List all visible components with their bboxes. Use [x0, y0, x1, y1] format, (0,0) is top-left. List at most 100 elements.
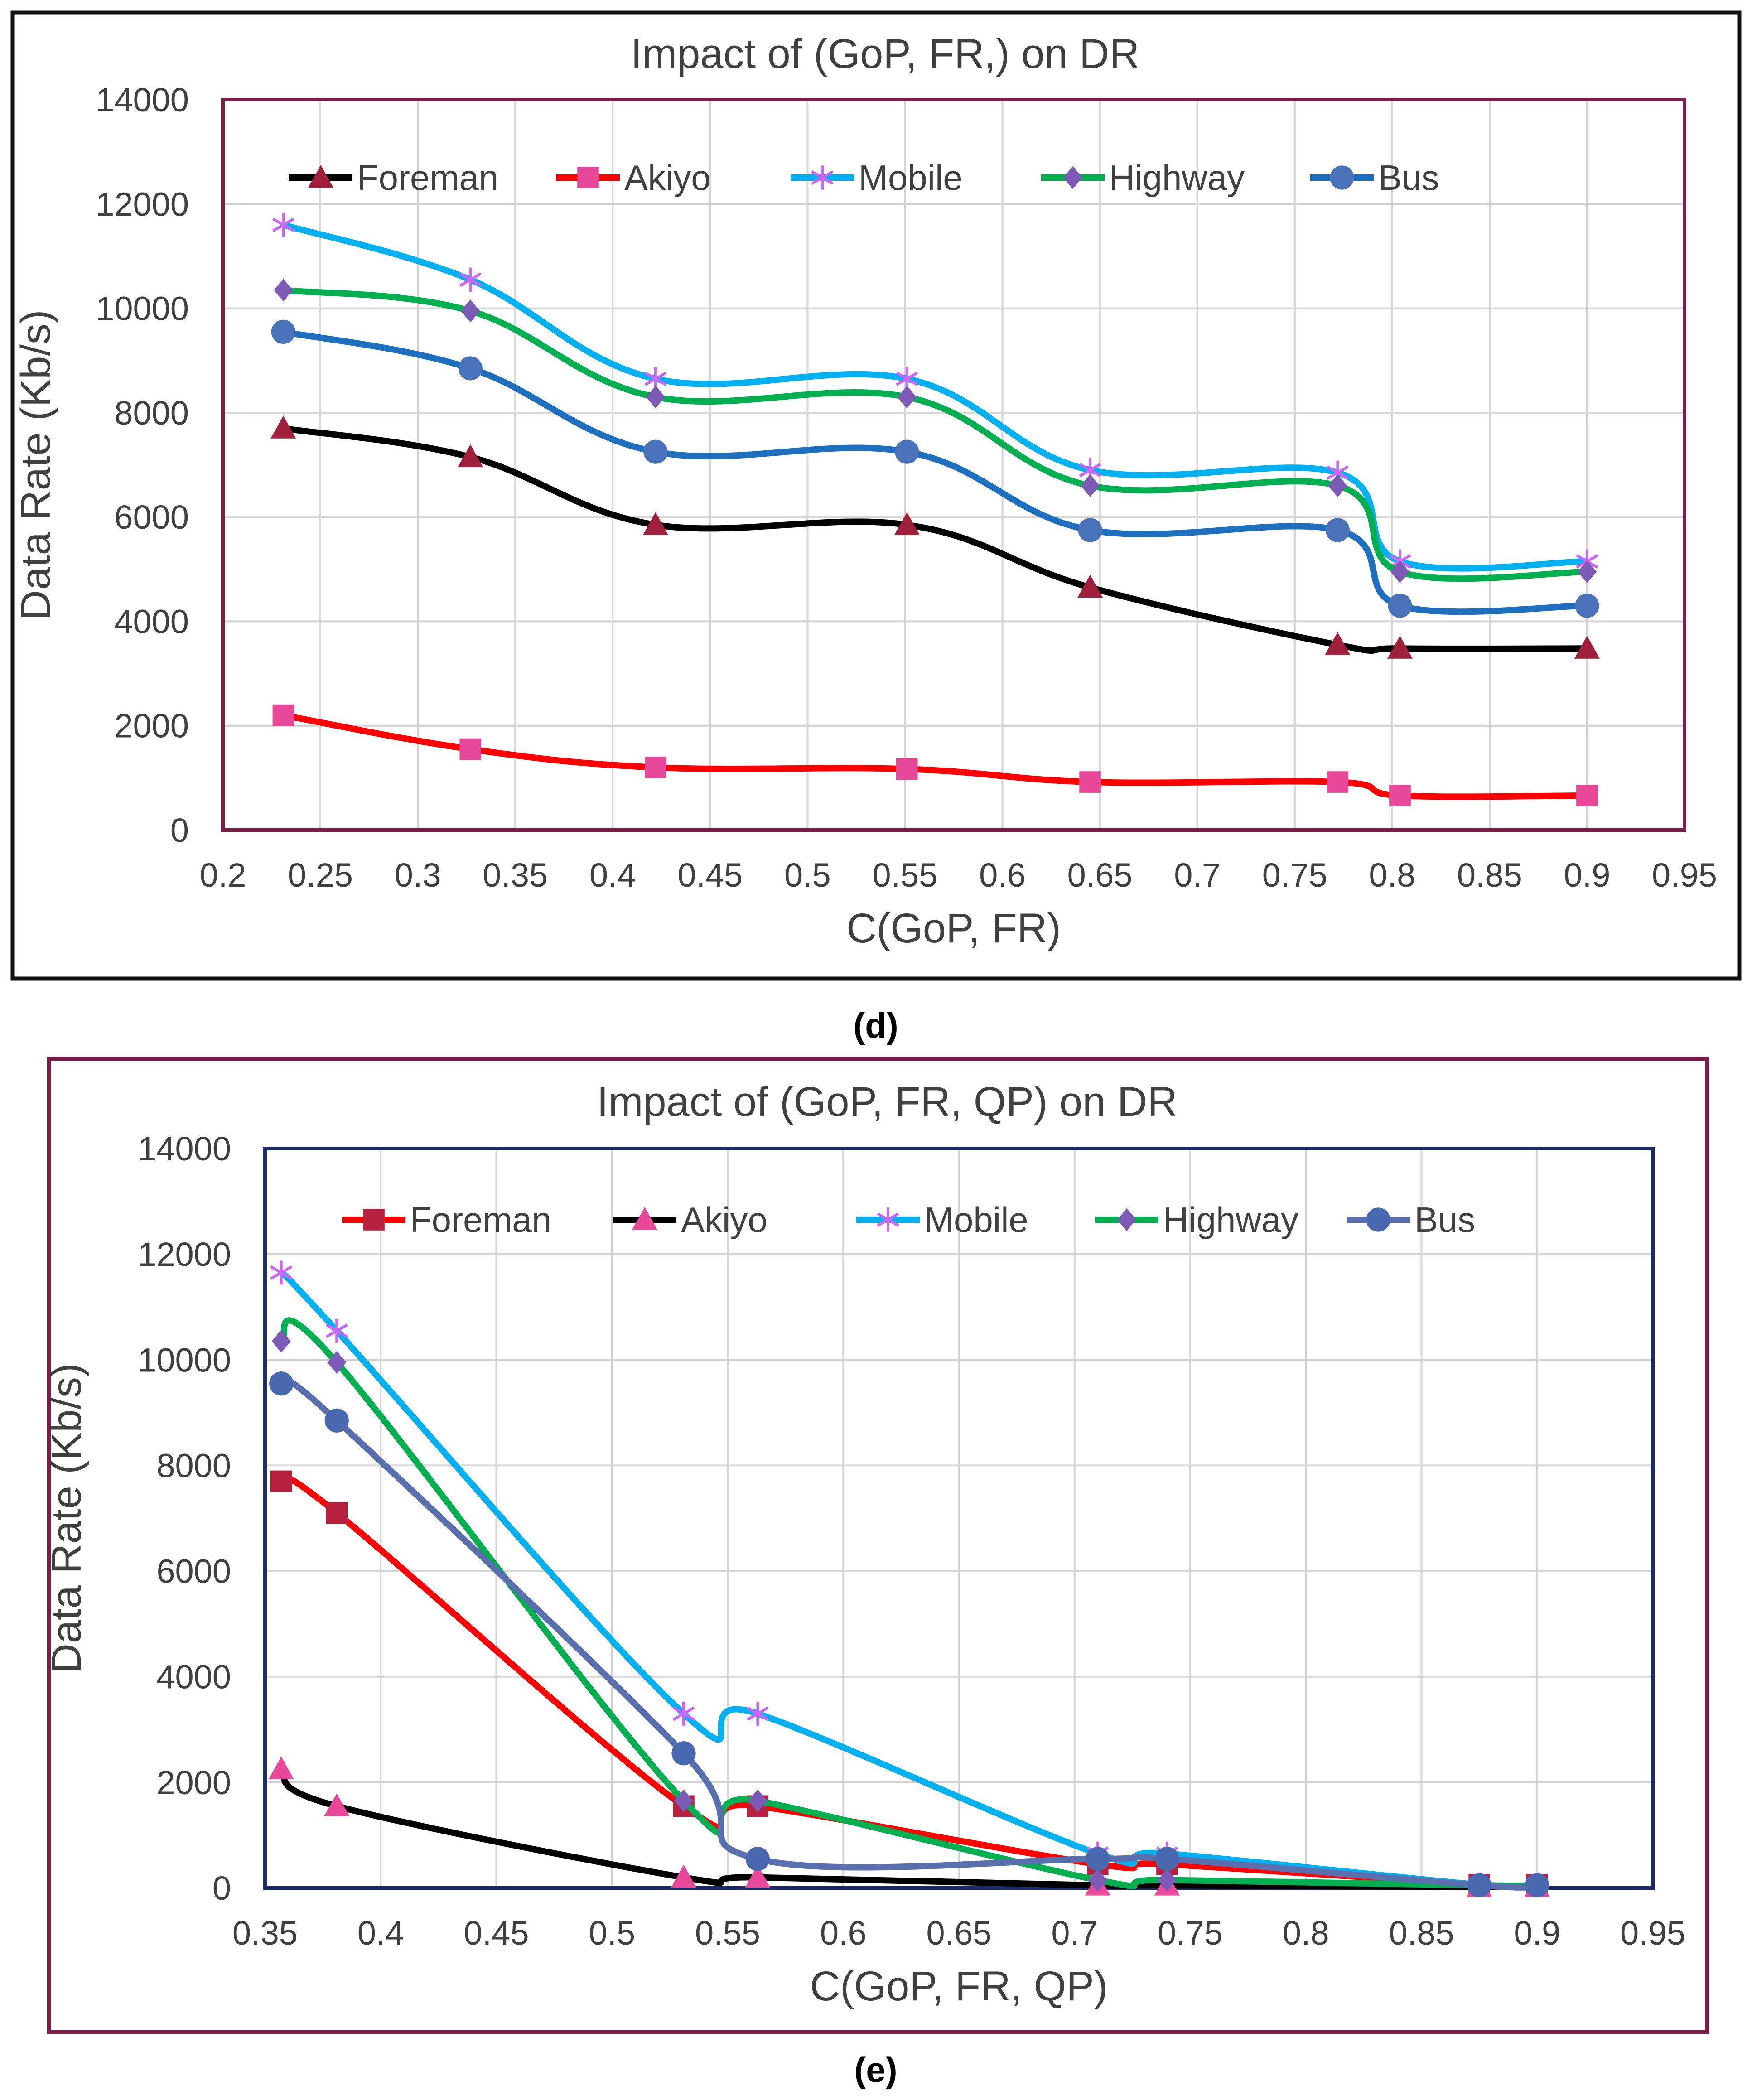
legend-label: Bus — [1378, 158, 1439, 198]
x-tick-label: 0.65 — [1067, 856, 1133, 894]
data-point — [1467, 1873, 1491, 1897]
y-tick-label: 4000 — [156, 1658, 231, 1696]
y-tick-label: 6000 — [156, 1553, 231, 1590]
legend-label: Akiyo — [624, 158, 711, 198]
data-point — [1079, 771, 1101, 793]
y-tick-label: 8000 — [114, 394, 189, 432]
x-axis-label: C(GoP, FR, QP) — [810, 1963, 1108, 2009]
data-point — [1088, 1868, 1107, 1892]
data-point — [1328, 474, 1347, 497]
data-point — [270, 415, 296, 439]
data-point — [1078, 518, 1102, 542]
data-point — [1389, 785, 1411, 806]
x-tick-label: 0.85 — [1389, 1914, 1454, 1952]
data-point — [745, 1864, 771, 1888]
data-point — [274, 279, 293, 302]
x-tick-label: 0.45 — [463, 1914, 529, 1952]
x-tick-label: 0.95 — [1652, 856, 1717, 894]
x-tick-label: 0.6 — [820, 1914, 867, 1952]
legend-marker — [1366, 1207, 1390, 1232]
x-tick-label: 0.25 — [288, 856, 353, 894]
legend: Foreman Akiyo Mobile Highway Bus — [289, 158, 1439, 198]
y-tick-label: 14000 — [96, 81, 189, 119]
legend-item-bus: Bus — [1347, 1200, 1475, 1240]
x-tick-label: 0.55 — [695, 1914, 760, 1952]
legend: Foreman Akiyo Mobile Highway Bus — [342, 1200, 1475, 1240]
data-point — [269, 1371, 294, 1396]
x-tick-label: 0.8 — [1283, 1914, 1329, 1952]
legend-marker — [811, 165, 834, 190]
data-point — [1327, 771, 1349, 793]
x-tick-label: 0.7 — [1174, 856, 1221, 894]
y-tick-label: 14000 — [138, 1130, 231, 1168]
x-tick-label: 0.95 — [1620, 1914, 1685, 1952]
legend-marker — [877, 1207, 899, 1232]
x-tick-label: 0.35 — [232, 1914, 298, 1952]
legend-marker — [1117, 1208, 1136, 1231]
data-point — [271, 1330, 291, 1353]
y-tick-label: 6000 — [114, 498, 189, 536]
x-tick-label: 0.4 — [589, 856, 636, 894]
data-point — [897, 386, 917, 409]
x-tick-label: 0.85 — [1457, 856, 1522, 894]
data-point — [894, 512, 920, 535]
x-tick-label: 0.7 — [1051, 1914, 1098, 1952]
data-point — [1077, 574, 1103, 598]
data-point — [645, 757, 666, 778]
data-point — [459, 738, 482, 760]
data-point — [746, 1701, 769, 1726]
chart-d: 0.2 0.25 0.3 0.35 0.4 0.45 0.5 0.55 0.6 0.65 0.7 0.… — [10, 10, 1742, 1045]
data-point — [271, 319, 295, 344]
data-point — [748, 1789, 767, 1812]
data-point — [459, 267, 482, 292]
series-line — [280, 425, 1590, 654]
x-tick-label: 0.6 — [979, 856, 1026, 894]
y-tick-label: 2000 — [114, 707, 189, 745]
data-point — [324, 1408, 349, 1433]
chart-title: Impact of (GoP, FR, QP) on DR — [597, 1079, 1178, 1125]
data-point — [1574, 636, 1600, 659]
y-tick-label: 12000 — [138, 1236, 231, 1273]
data-point — [1390, 560, 1410, 584]
data-point — [270, 1260, 293, 1285]
data-point — [646, 386, 665, 409]
figure-caption: (d) — [853, 1005, 898, 1045]
x-tick-label: 0.3 — [395, 856, 441, 894]
x-tick-label: 0.65 — [926, 1914, 991, 1952]
data-point — [745, 1847, 770, 1871]
data-point — [325, 1318, 348, 1343]
data-point — [671, 1864, 697, 1888]
x-tick-label: 0.75 — [1262, 856, 1327, 894]
y-axis-label: Data Rate (Kb/s) — [43, 1363, 90, 1673]
x-tick-label: 0.45 — [677, 856, 743, 894]
legend-marker — [308, 165, 333, 188]
legend-label: Bus — [1414, 1200, 1475, 1240]
data-point — [674, 1789, 694, 1812]
figure-caption: (e) — [854, 2050, 897, 2090]
series-line — [280, 287, 1590, 582]
y-tick-label: 0 — [170, 811, 189, 849]
series-line — [280, 712, 1590, 800]
data-point — [1325, 632, 1351, 655]
data-point — [270, 1470, 292, 1492]
legend-marker — [577, 167, 599, 188]
x-axis-label: C(GoP, FR) — [846, 905, 1061, 951]
plot-area — [221, 98, 1686, 832]
x-tick-labels: 0.2 0.25 0.3 0.35 0.4 0.45 0.5 0.55 0.6 0.65 0.7 0.… — [200, 856, 1717, 894]
data-point — [1081, 474, 1100, 497]
chart-e: 0.35 0.4 0.45 0.5 0.55 0.6 0.65 0.7 0.75 0.8 0.85 0… — [43, 1057, 1709, 2090]
series-highway — [274, 279, 1597, 584]
legend-marker — [1330, 165, 1354, 190]
data-point — [1086, 1847, 1110, 1871]
y-tick-label: 2000 — [156, 1764, 231, 1801]
data-point — [643, 439, 668, 464]
data-point — [1155, 1847, 1179, 1871]
legend-label: Akiyo — [681, 1200, 767, 1240]
data-point — [1325, 518, 1350, 542]
legend-item-bus: Bus — [1310, 158, 1439, 198]
legend-marker — [632, 1207, 657, 1230]
legend-label: Mobile — [924, 1200, 1028, 1240]
legend-item-foreman: Foreman — [342, 1200, 551, 1240]
y-tick-label: 8000 — [156, 1447, 231, 1484]
